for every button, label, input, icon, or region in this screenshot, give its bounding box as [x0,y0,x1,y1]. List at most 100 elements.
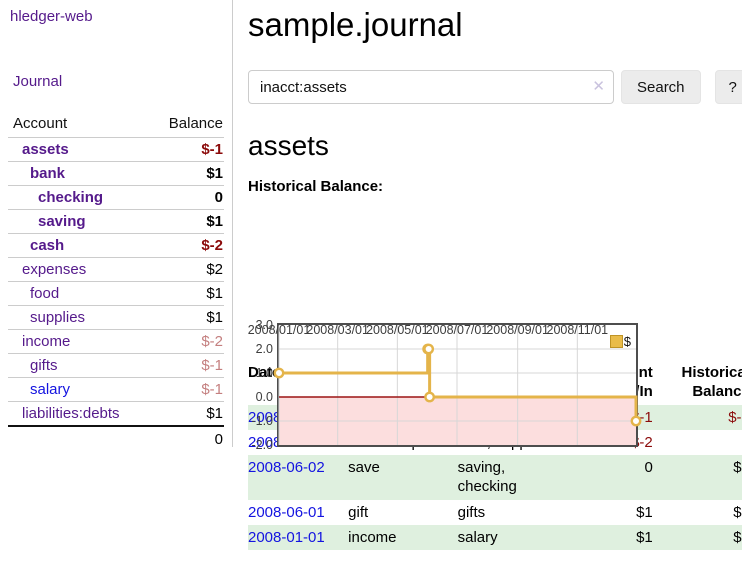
transaction-date-cell: 2008-06-01 [248,500,348,525]
sidebar: hledger-web Journal Account Balance asse… [0,0,233,451]
account-balance: $1 [148,209,224,234]
accounts-total-spacer [8,425,149,451]
y-axis-tick-label: 1.0 [255,366,273,381]
accounts-table: Account Balance assets $-1 bank $1 checking 0… [8,112,224,451]
account-name-cell: cash [8,233,149,258]
transaction-description: save [348,459,380,477]
account-row: salary $-1 [8,377,224,402]
account-name-cell: salary [8,377,149,402]
transaction-date-link[interactable]: 2008-06-02 [248,459,325,477]
account-row: saving $1 [8,209,224,234]
account-row: expenses $2 [8,257,224,282]
account-link[interactable]: expenses [22,261,87,278]
account-row: supplies $1 [8,305,224,330]
data-point-marker [424,391,436,403]
x-axis-tick-label: 2008/07/01 [425,323,489,338]
account-link[interactable]: assets [22,141,69,158]
account-balance: $-1 [148,137,224,162]
account-link[interactable]: saving [38,213,86,230]
account-balance: $1 [148,281,224,306]
transaction-date-link[interactable]: 2008-01-01 [248,528,325,546]
journal-link[interactable]: Journal [13,73,63,90]
transaction-balance: 0 [654,430,742,455]
account-link[interactable]: gifts [30,357,58,374]
transaction-accounts: saving, checking [457,459,517,496]
chart-canvas [273,325,642,446]
account-balance: $2 [148,257,224,282]
account-name-cell: assets [8,137,149,162]
account-balance: $-2 [148,233,224,258]
x-axis-tick-label: 2008/03/01 [306,323,369,338]
account-name-cell: saving [8,209,149,234]
x-axis-tick-label: 2008/05/01 [366,323,429,338]
transaction-accounts: salary [457,528,498,546]
transaction-row: 2008-06-01 gift gifts $1 $2 [248,500,742,525]
y-axis-tick-label: -2.0 [251,438,273,453]
transaction-balance: $1 [733,528,742,546]
brand-link[interactable]: hledger-web [10,8,93,25]
account-balance: $-1 [148,377,224,402]
accounts-total-value: 0 [148,425,224,451]
help-button[interactable]: ? [714,70,742,105]
account-balance: $-2 [148,329,224,354]
chart-title: Historical Balance: [248,178,384,196]
account-link[interactable]: salary [30,381,71,398]
chart-legend: $ [609,334,631,350]
x-axis-tick-label: 2008/11/01 [546,323,609,338]
y-axis-tick-label: 2.0 [255,342,273,357]
search-form: ✕ Search ? [248,70,742,105]
account-link[interactable]: checking [38,189,104,206]
transaction-date-cell: 2008-01-01 [248,525,348,550]
account-balance: $-1 [148,353,224,378]
search-box: ✕ [248,70,614,105]
y-axis-tick-label: 3.0 [255,318,273,333]
account-name-cell: liabilities:debts [8,402,148,427]
search-input[interactable] [248,70,614,105]
data-point-marker [273,367,285,379]
account-balance: $1 [206,405,223,422]
account-link[interactable]: food [30,285,60,302]
transaction-amount: 0 [644,459,653,477]
account-name-cell: bank [8,161,149,186]
account-link[interactable]: liabilities:debts [22,405,120,422]
main-content: sample.journal ✕ Search ? assets Histori… [233,0,742,582]
x-axis-tick-label: 2008/09/01 [486,323,549,338]
transaction-balance: $2 [733,459,742,477]
account-row: food $1 [8,281,224,306]
legend-swatch-icon [609,335,623,349]
account-name-cell: income [8,329,149,354]
search-button[interactable]: Search [621,70,701,105]
account-row: gifts $-1 [8,353,224,378]
brand: hledger-web [10,8,224,25]
transaction-balance: $2 [733,503,742,521]
chart-x-axis: 2008/01/01 2008/03/01 2008/05/01 2008/07/01… [248,323,643,339]
transaction-row: 2008-01-01 income salary $1 $1 [248,524,742,550]
accounts-header-balance: Balance [148,112,224,138]
page-title: sample.journal [248,6,463,43]
account-row: income $-2 [8,329,224,354]
account-heading: assets [248,130,329,162]
account-row: liabilities:debts $1 [8,402,224,427]
register-col-historical-balance: Historical Balance [654,360,742,405]
historical-balance-chart: 3.0 2.0 1.0 0.0 -1.0 -2.0 $ 2008/01/01 2008/03… [248,319,643,451]
transaction-description: gift [348,503,369,521]
y-axis-tick-label: -1.0 [251,414,273,429]
nav-journal: Journal [13,73,224,90]
account-link[interactable]: income [22,333,71,350]
account-name-cell: food [8,281,149,306]
account-link[interactable]: supplies [30,309,86,326]
clear-search-icon[interactable]: ✕ [592,78,605,96]
account-balance: $1 [148,161,224,186]
accounts-total-row: 0 [8,425,224,451]
account-row: bank $1 [8,161,224,186]
account-link[interactable]: cash [30,237,65,254]
account-link[interactable]: bank [30,165,66,182]
x-axis-tick-label: 2008/01/01 [247,323,311,338]
account-balance: 0 [148,185,224,210]
transaction-date-cell: 2008-06-02 [248,455,348,499]
accounts-header-account: Account [8,112,149,138]
legend-label: $ [623,334,631,350]
transaction-description: income [348,528,397,546]
transaction-date-link[interactable]: 2008-06-01 [248,503,325,521]
